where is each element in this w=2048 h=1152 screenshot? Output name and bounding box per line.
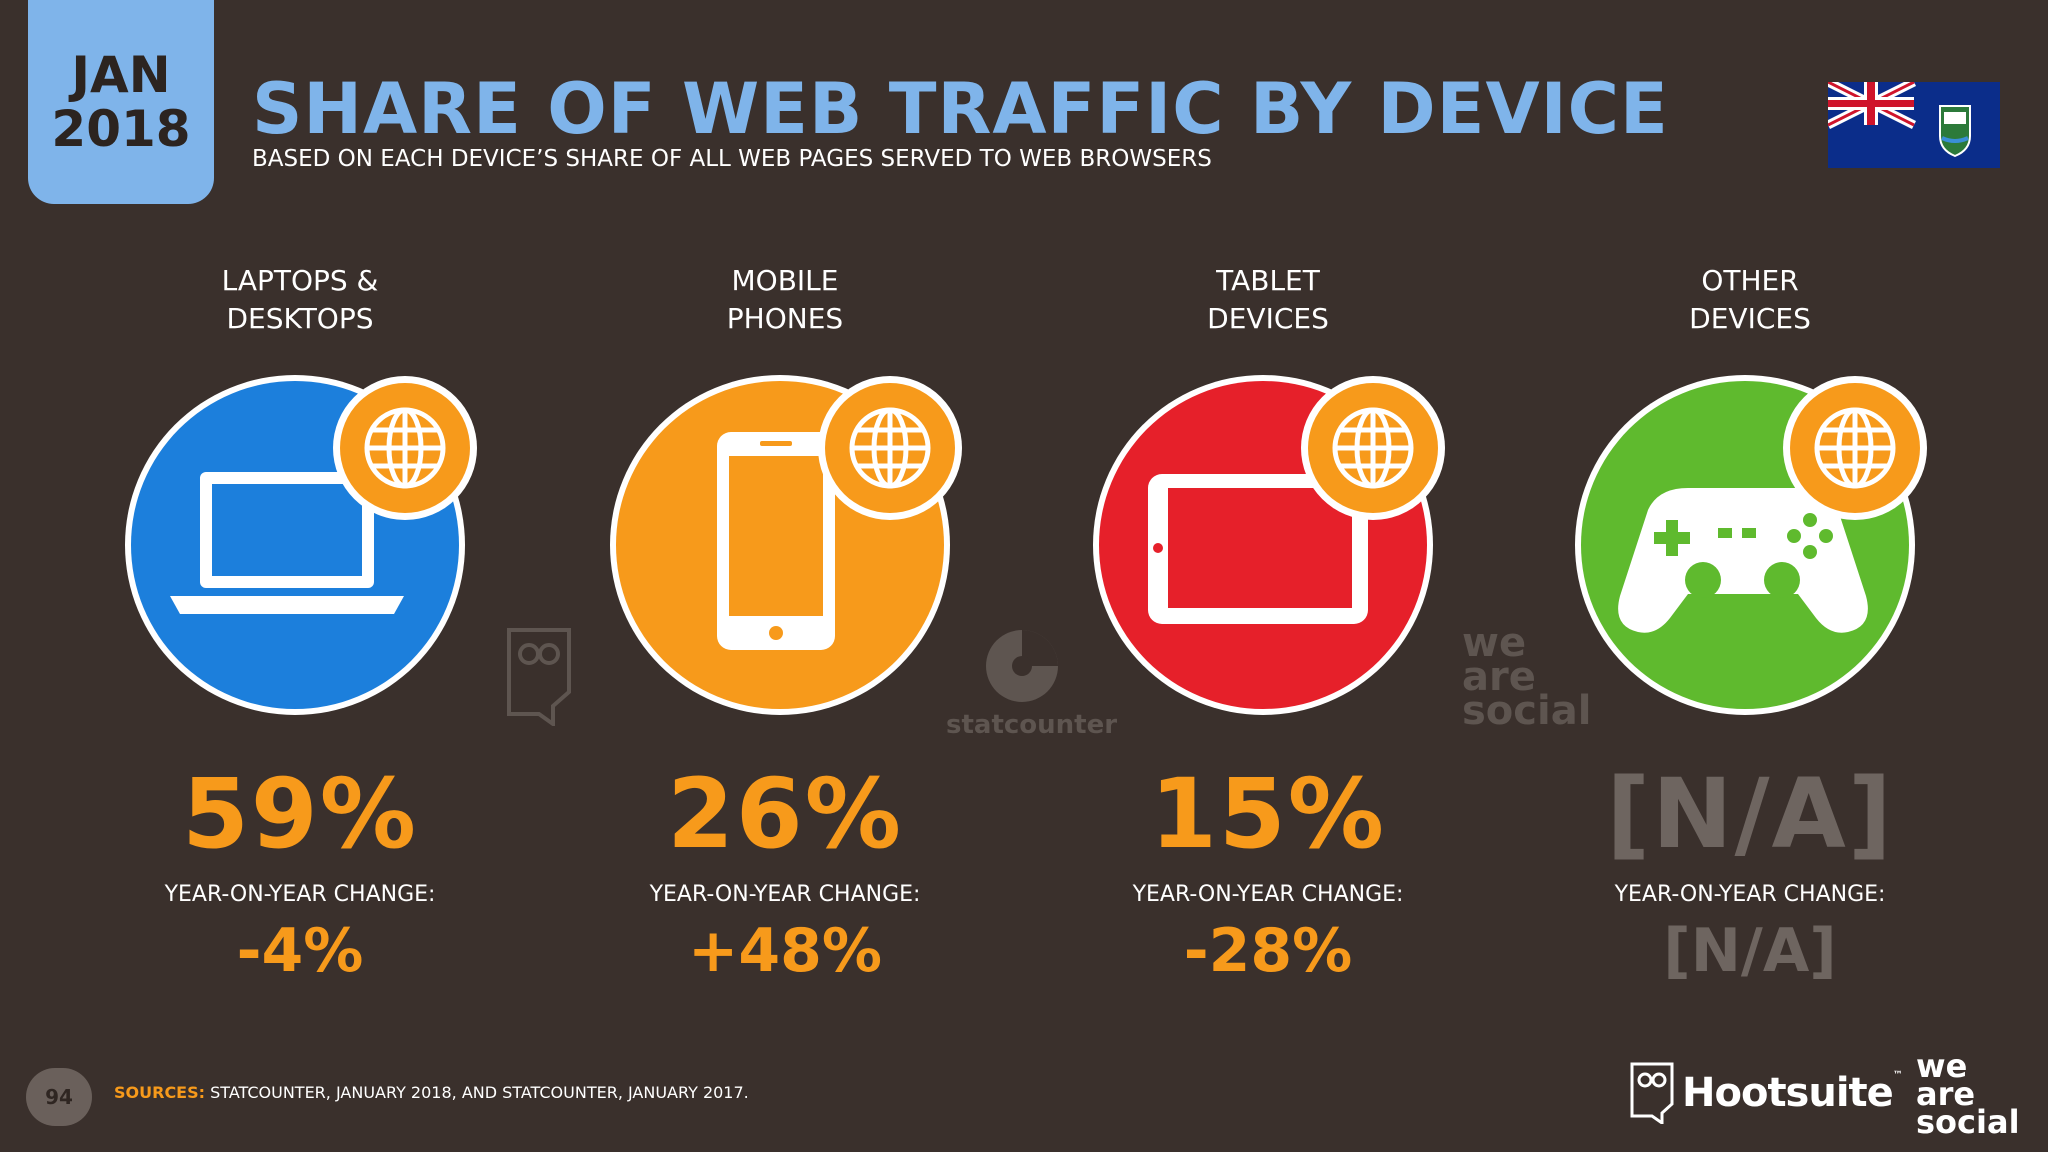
other-circle (1570, 370, 1930, 730)
we-are-social-logo: we are social (1916, 1047, 2020, 1141)
globe-icon (333, 376, 477, 520)
sources-text: STATCOUNTER, JANUARY 2018, AND STATCOUNT… (210, 1083, 749, 1102)
page-subtitle: BASED ON EACH DEVICE’S SHARE OF ALL WEB … (252, 146, 1212, 172)
falkland-islands-flag-icon (1828, 82, 2000, 168)
tablet-circle (1088, 370, 1448, 730)
statcounter-watermark-text: statcounter (946, 710, 1118, 740)
device-column-other: OTHER DEVICES (1540, 0, 1960, 1152)
share-value: 26% (667, 758, 903, 870)
device-column-mobile: MOBILE PHONES (575, 0, 995, 1152)
share-value: 59% (182, 758, 418, 870)
yoy-value: -4% (236, 916, 364, 986)
tablet-icon (1148, 474, 1368, 624)
mobile-circle (605, 370, 965, 730)
share-value: 15% (1150, 758, 1386, 870)
sources-note: SOURCES: STATCOUNTER, JANUARY 2018, AND … (114, 1083, 749, 1102)
yoy-value: [N/A] (1663, 916, 1837, 986)
device-label: OTHER DEVICES (1689, 264, 1811, 335)
statcounter-watermark: statcounter (946, 624, 1117, 740)
globe-icon (1301, 376, 1445, 520)
globe-icon (818, 376, 962, 520)
device-column-tablet: TABLET DEVICES 15% (1058, 0, 1478, 1152)
laptop-icon (170, 472, 404, 614)
date-badge: JAN 2018 (28, 0, 214, 204)
yoy-label: YEAR-ON-YEAR CHANGE: (649, 882, 921, 907)
yoy-label: YEAR-ON-YEAR CHANGE: (1132, 882, 1404, 907)
hootsuite-owl-watermark-icon (507, 628, 571, 726)
sources-label: SOURCES: (114, 1083, 206, 1102)
badge-year: 2018 (51, 100, 191, 158)
yoy-value: +48% (688, 916, 882, 986)
page-number: 94 (26, 1068, 92, 1126)
device-column-laptops: LAPTOPS & DESKTOPS 5 (90, 0, 510, 1152)
game-controller-icon (1618, 488, 1868, 633)
yoy-value: -28% (1183, 916, 1353, 986)
yoy-label: YEAR-ON-YEAR CHANGE: (164, 882, 436, 907)
device-label: MOBILE PHONES (726, 264, 844, 335)
laptop-circle (120, 370, 480, 730)
yoy-label: YEAR-ON-YEAR CHANGE: (1614, 882, 1886, 907)
page-title: SHARE OF WEB TRAFFIC BY DEVICE (252, 68, 1669, 150)
device-label: LAPTOPS & DESKTOPS (221, 264, 379, 335)
device-label: TABLET DEVICES (1207, 264, 1329, 335)
globe-icon (1783, 376, 1927, 520)
we-are-social-watermark: we are social (1462, 620, 1592, 734)
share-value: [N/A] (1606, 758, 1894, 870)
mobile-phone-icon (717, 432, 835, 650)
hootsuite-tm: ™ (1892, 1070, 1903, 1081)
badge-month: JAN (71, 46, 171, 104)
hootsuite-text: Hootsuite (1682, 1070, 1894, 1116)
statcounter-logo-icon (986, 630, 1058, 702)
hootsuite-owl-icon (1630, 1062, 1674, 1124)
hootsuite-logo: Hootsuite™ (1630, 1062, 1903, 1124)
